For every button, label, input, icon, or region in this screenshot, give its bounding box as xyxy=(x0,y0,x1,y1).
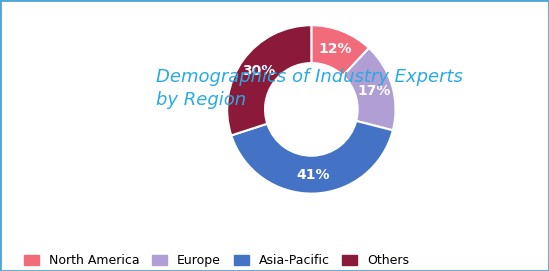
Text: Demographics of Industry Experts
by Region: Demographics of Industry Experts by Regi… xyxy=(155,67,462,109)
Wedge shape xyxy=(231,121,393,193)
Text: 17%: 17% xyxy=(357,84,391,98)
Wedge shape xyxy=(343,48,395,130)
Wedge shape xyxy=(311,25,369,76)
Text: 30%: 30% xyxy=(242,64,275,78)
Legend: North America, Europe, Asia-Pacific, Others: North America, Europe, Asia-Pacific, Oth… xyxy=(24,254,409,267)
Text: 41%: 41% xyxy=(296,168,330,182)
Text: 12%: 12% xyxy=(318,42,352,56)
Wedge shape xyxy=(227,25,311,136)
